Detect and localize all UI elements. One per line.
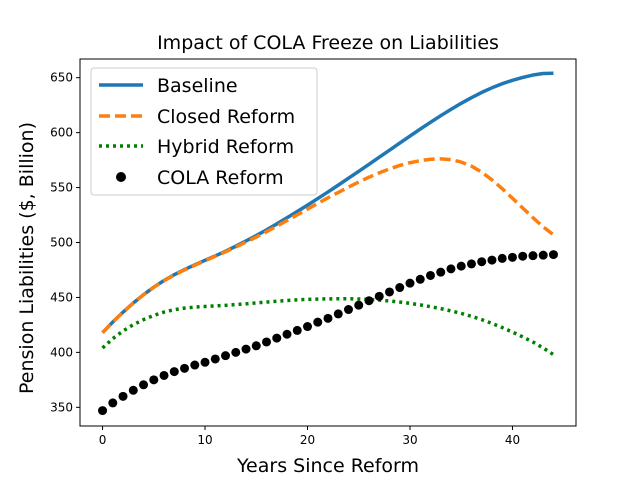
data-point-cola-reform (343, 305, 353, 315)
legend-frame (90, 67, 318, 196)
data-point-cola-reform (477, 257, 487, 267)
data-point-cola-reform (425, 270, 435, 280)
data-point-cola-reform (548, 250, 558, 260)
data-point-cola-reform (108, 398, 118, 408)
data-point-cola-reform (272, 333, 282, 343)
legend-label-baseline: Baseline (157, 75, 238, 97)
data-point-cola-reform (210, 354, 220, 364)
data-point-cola-reform (415, 274, 425, 284)
x-axis-ticks: 0 10 20 30 40 (99, 426, 520, 447)
y-tick-label: 600 (50, 126, 73, 140)
data-point-cola-reform (507, 252, 517, 262)
data-point-cola-reform (149, 375, 159, 385)
legend-swatch-cola-reform (116, 172, 126, 182)
data-point-cola-reform (374, 291, 384, 301)
data-point-cola-reform (303, 322, 313, 332)
legend-label-cola-reform: COLA Reform (157, 167, 284, 189)
data-point-cola-reform (446, 264, 456, 274)
data-point-cola-reform (282, 329, 292, 339)
y-tick-label: 450 (50, 290, 73, 304)
data-point-cola-reform (180, 363, 190, 373)
series-line-closed-reform (101, 157, 555, 334)
y-tick-label: 550 (50, 181, 73, 195)
data-point-cola-reform (241, 344, 251, 354)
x-tick-label: 0 (99, 433, 107, 447)
data-point-cola-reform (292, 325, 302, 335)
plot-area: 0 10 20 30 40 350 400 450 500 550 600 650 (50, 58, 577, 447)
data-point-cola-reform (384, 287, 394, 297)
x-tick-label: 20 (300, 433, 315, 447)
data-point-cola-reform (518, 251, 528, 261)
x-tick-label: 30 (402, 433, 417, 447)
x-tick-label: 40 (505, 433, 520, 447)
y-tick-label: 500 (50, 236, 73, 250)
data-point-cola-reform (139, 380, 149, 390)
y-tick-label: 350 (50, 400, 73, 414)
data-point-cola-reform (323, 313, 333, 323)
legend-label-hybrid-reform: Hybrid Reform (157, 136, 294, 158)
data-point-cola-reform (466, 259, 476, 269)
data-point-cola-reform (538, 250, 548, 260)
x-tick-label: 10 (197, 433, 212, 447)
data-point-cola-reform (169, 367, 179, 377)
data-point-cola-reform (354, 300, 364, 310)
series-line-hybrid-reform (101, 297, 555, 357)
data-point-cola-reform (262, 337, 272, 347)
data-point-cola-reform (231, 347, 241, 357)
data-point-cola-reform (395, 283, 405, 293)
series-hybrid-reform (101, 297, 555, 357)
series-cola-reform (98, 250, 558, 416)
data-point-cola-reform (497, 253, 507, 263)
y-axis-ticks: 350 400 450 500 550 600 650 (50, 71, 80, 414)
data-point-cola-reform (98, 406, 108, 416)
series-layer (98, 71, 558, 416)
data-point-cola-reform (128, 385, 138, 395)
data-point-cola-reform (487, 255, 497, 265)
data-point-cola-reform (200, 357, 210, 367)
data-point-cola-reform (456, 261, 466, 271)
data-point-cola-reform (159, 370, 169, 380)
data-point-cola-reform (251, 341, 261, 351)
legend: Baseline Closed Reform Hybrid Reform COLA R… (90, 67, 318, 196)
y-tick-label: 400 (50, 345, 73, 359)
data-point-cola-reform (313, 317, 323, 327)
y-tick-label: 650 (50, 71, 73, 85)
x-axis-label: Years Since Reform (236, 455, 419, 477)
data-point-cola-reform (118, 391, 128, 401)
legend-label-closed-reform: Closed Reform (157, 106, 295, 128)
data-point-cola-reform (528, 251, 538, 261)
chart-title: Impact of COLA Freeze on Liabilities (157, 32, 499, 54)
data-point-cola-reform (364, 296, 374, 306)
data-point-cola-reform (221, 351, 231, 361)
data-point-cola-reform (333, 309, 343, 319)
data-point-cola-reform (436, 267, 446, 277)
data-point-cola-reform (405, 278, 415, 288)
data-point-cola-reform (190, 360, 200, 370)
series-closed-reform (101, 157, 555, 334)
y-axis-label: Pension Liabilities ($, Billion) (16, 122, 38, 394)
